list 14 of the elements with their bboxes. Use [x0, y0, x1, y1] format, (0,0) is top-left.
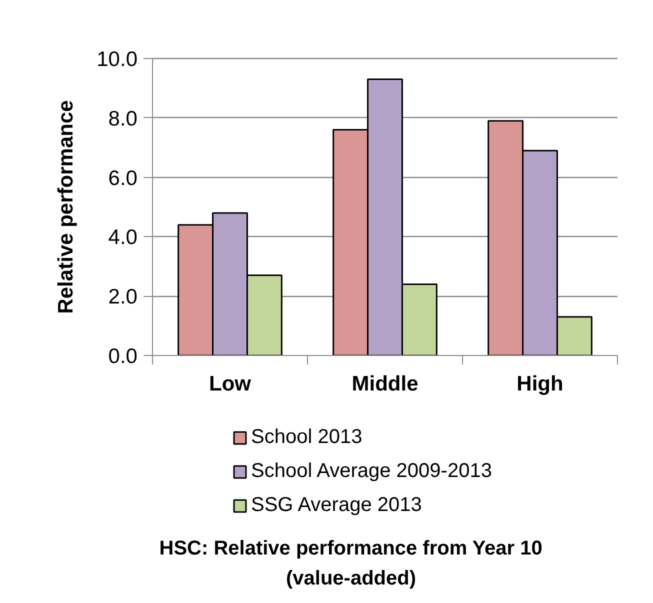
y-tick-label: 2.0 [108, 286, 138, 309]
y-tick-label: 4.0 [108, 226, 138, 250]
x-tick-label: Middle [352, 372, 418, 396]
y-tick-label: 6.0 [108, 166, 138, 190]
x-tick-label: Low [209, 372, 252, 396]
legend-label: School Average 2009-2013 [251, 459, 492, 483]
legend-label: SSG Average 2013 [251, 493, 422, 517]
legend-label: School 2013 [251, 425, 362, 449]
y-tick-label: 10.0 [96, 48, 138, 71]
y-axis-title: Relative performance [54, 100, 78, 314]
x-tick-label: High [516, 372, 564, 396]
y-tick-label: 8.0 [108, 107, 138, 130]
text: HSC: Relative performance from Year 10 (value-added) [159, 538, 542, 590]
y-tick-label: 0.0 [108, 345, 138, 368]
